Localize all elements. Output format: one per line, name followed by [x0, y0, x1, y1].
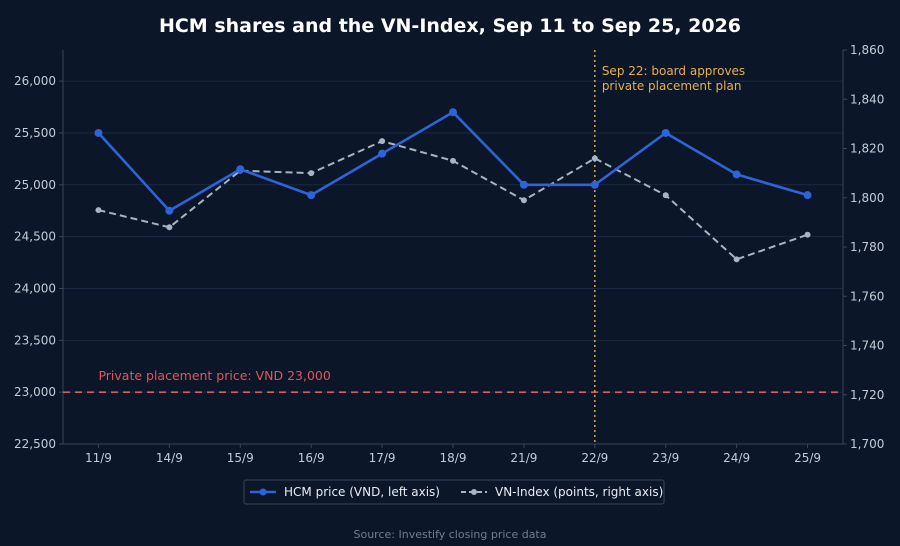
- data-point-hcm: [661, 128, 670, 137]
- source-note: Source: Investify closing price data: [354, 528, 547, 541]
- series-vn-index: [95, 138, 811, 263]
- x-tick-label: 15/9: [227, 451, 254, 465]
- legend-label-vn-index: VN-Index (points, right axis): [495, 485, 663, 499]
- x-axis-ticks: 11/9 14/9 15/9 16/9 17/9 18/9 21/9 22/9 23/9 24/9…: [85, 444, 821, 465]
- data-point-hcm: [590, 180, 599, 189]
- right-tick-label: 1,840: [850, 92, 884, 106]
- x-tick-label: 11/9: [85, 451, 112, 465]
- data-point-vn-index: [662, 192, 669, 199]
- data-point-hcm: [236, 165, 245, 174]
- legend-label-hcm: HCM price (VND, left axis): [284, 485, 440, 499]
- right-tick-label: 1,760: [850, 289, 884, 303]
- data-point-hcm: [378, 149, 387, 158]
- private-placement-label: Private placement price: VND 23,000: [98, 368, 330, 383]
- legend: HCM price (VND, left axis) VN-Index (poi…: [243, 479, 665, 505]
- x-tick-label: 22/9: [581, 451, 608, 465]
- data-point-vn-index: [591, 155, 598, 162]
- right-tick-label: 1,740: [850, 339, 884, 353]
- right-tick-label: 1,720: [850, 388, 884, 402]
- event-annotation-group: Sep 22: board approves private placement…: [594, 50, 745, 444]
- legend-box: [243, 479, 665, 505]
- left-tick-label: 23,500: [14, 333, 56, 347]
- data-point-hcm: [94, 128, 103, 137]
- right-axis-ticks: 1,700 1,720 1,740 1,760 1,780 1,800 1,820 1,840…: [843, 43, 884, 451]
- left-tick-label: 25,000: [14, 178, 56, 192]
- right-tick-label: 1,800: [850, 191, 884, 205]
- left-tick-label: 25,500: [14, 126, 56, 140]
- data-point-vn-index: [733, 256, 740, 263]
- right-tick-label: 1,820: [850, 142, 884, 156]
- data-point-vn-index: [95, 207, 102, 214]
- event-label-line-2: private placement plan: [602, 79, 742, 93]
- legend-marker-vn-index: [471, 489, 477, 495]
- data-point-hcm: [307, 191, 316, 200]
- data-point-vn-index: [308, 170, 315, 177]
- x-tick-label: 14/9: [156, 451, 183, 465]
- right-tick-label: 1,780: [850, 240, 884, 254]
- data-point-vn-index: [166, 224, 173, 231]
- right-tick-label: 1,700: [850, 437, 884, 451]
- data-point-hcm: [519, 180, 528, 189]
- data-point-hcm: [803, 191, 812, 200]
- left-tick-label: 24,000: [14, 281, 56, 295]
- x-tick-label: 17/9: [369, 451, 396, 465]
- x-tick-label: 16/9: [298, 451, 325, 465]
- series-hcm-price: [94, 108, 812, 215]
- x-tick-label: 25/9: [794, 451, 821, 465]
- x-tick-label: 18/9: [440, 451, 467, 465]
- data-point-vn-index: [520, 197, 527, 204]
- data-point-vn-index: [450, 157, 456, 164]
- data-point-hcm: [732, 170, 741, 179]
- right-tick-label: 1,860: [850, 43, 884, 57]
- legend-marker-hcm: [259, 488, 267, 496]
- left-tick-label: 22,500: [14, 437, 56, 451]
- chart-title: HCM shares and the VN-Index, Sep 11 to S…: [159, 15, 741, 37]
- left-tick-label: 26,000: [14, 74, 56, 88]
- x-tick-label: 24/9: [723, 451, 750, 465]
- left-tick-label: 23,000: [14, 385, 56, 399]
- reference-line-group: Private placement price: VND 23,000: [63, 368, 843, 393]
- left-axis-ticks: 22,500 23,000 23,500 24,000 24,500 25,000 25,5…: [14, 74, 63, 451]
- x-tick-label: 21/9: [510, 451, 537, 465]
- data-point-hcm: [165, 206, 174, 215]
- data-point-vn-index: [379, 138, 386, 145]
- left-tick-label: 24,500: [14, 230, 56, 244]
- data-point-hcm: [449, 108, 457, 117]
- x-tick-label: 23/9: [652, 451, 679, 465]
- event-label-line-1: Sep 22: board approves: [602, 64, 745, 78]
- data-point-vn-index: [804, 231, 811, 238]
